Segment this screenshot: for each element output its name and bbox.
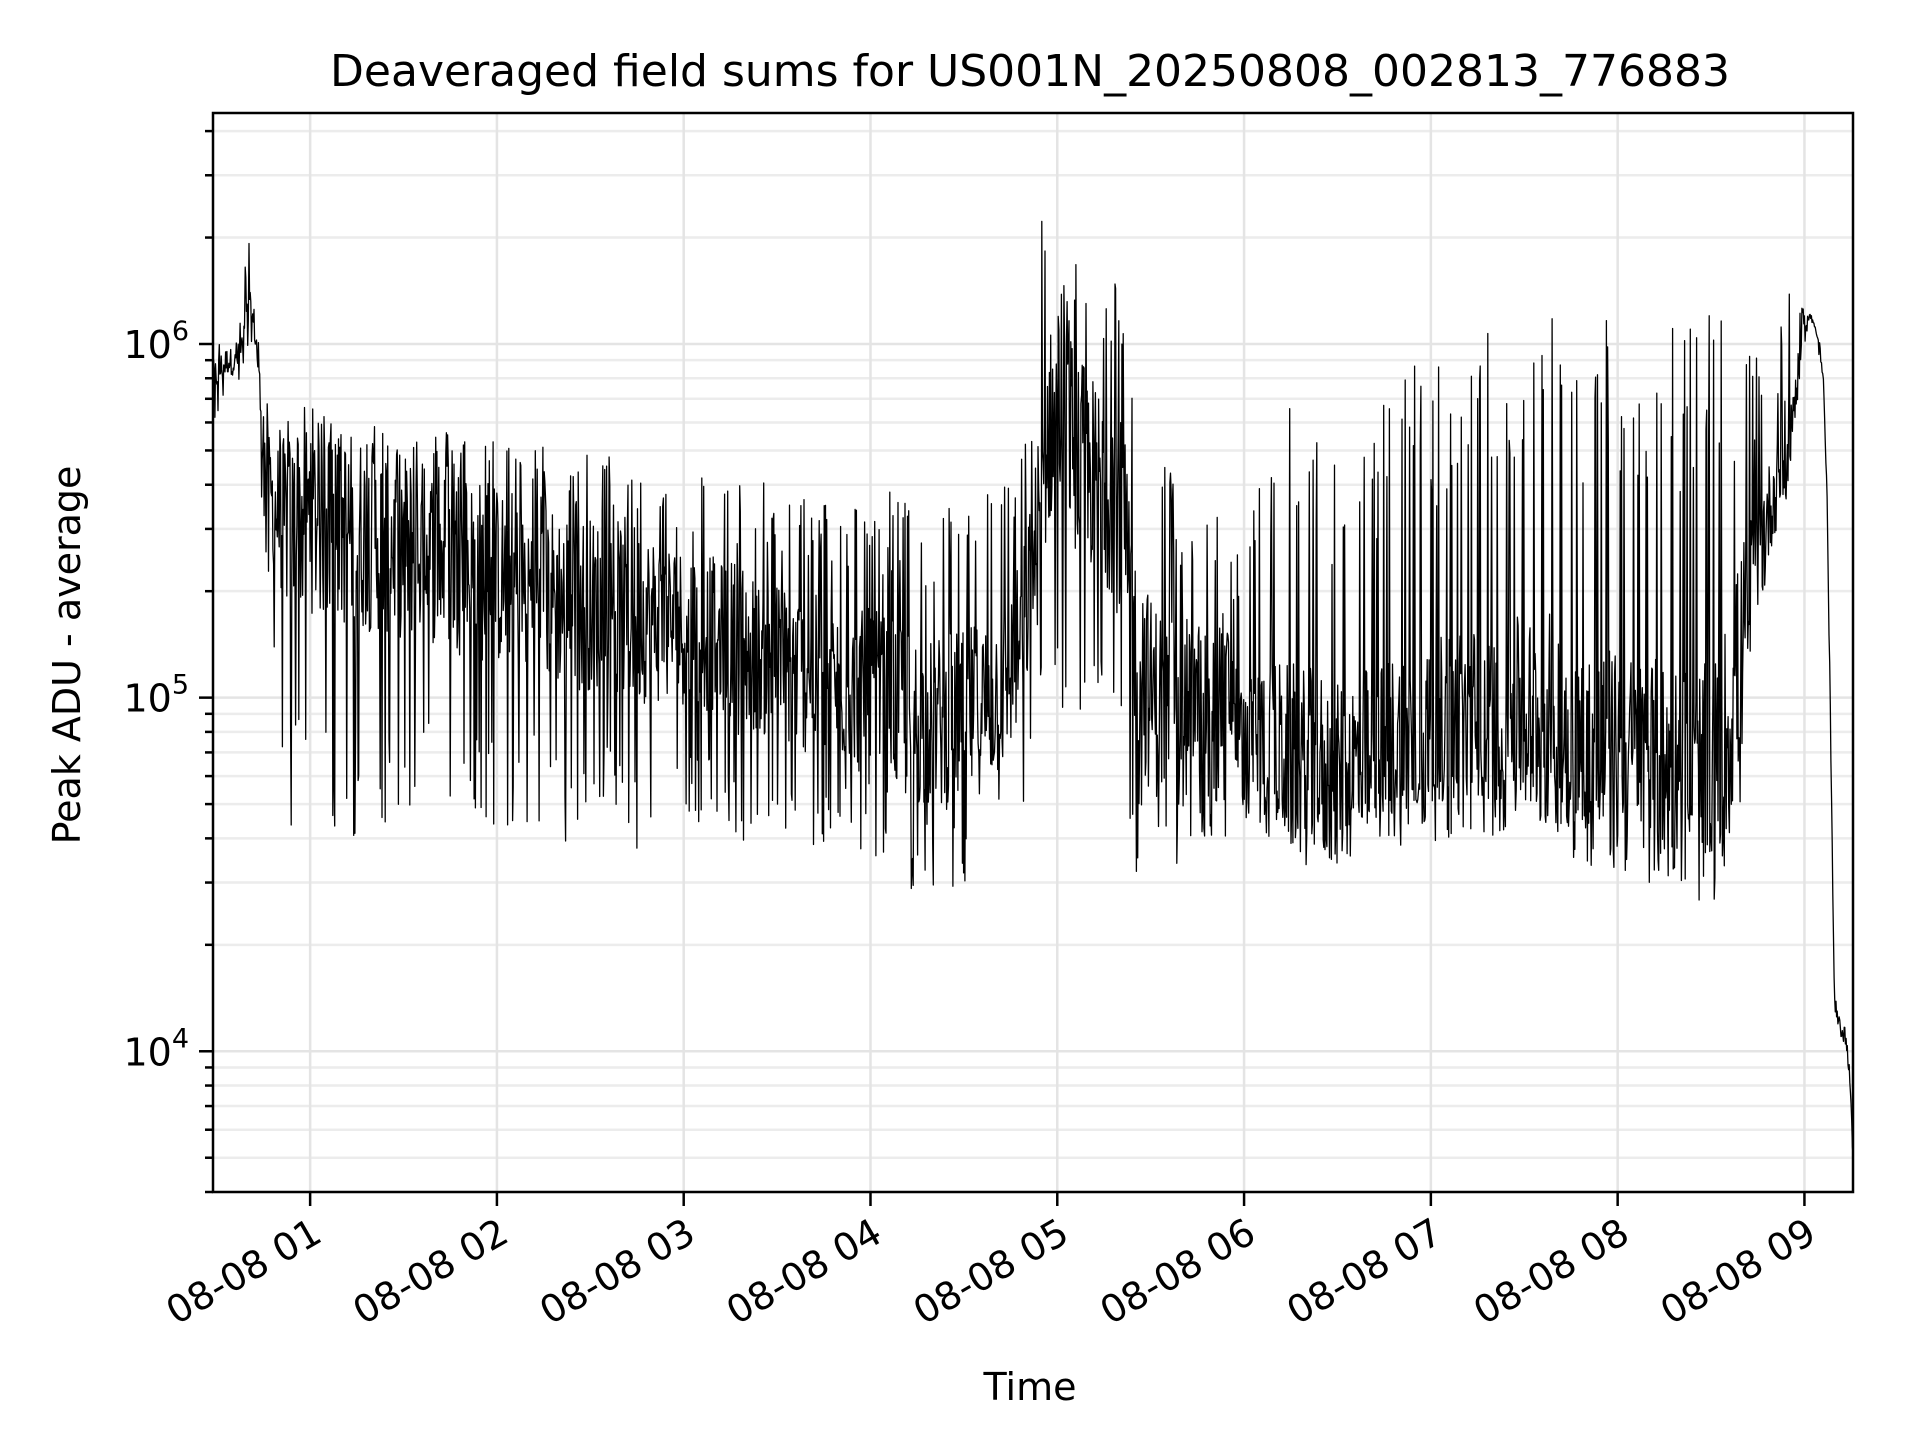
y-axis-label: Peak ADU - average — [45, 466, 89, 845]
x-tick-label: 08-08 03 — [532, 1210, 702, 1334]
y-tick-base: 10 — [123, 323, 171, 367]
y-tick-exponent: 6 — [172, 316, 189, 347]
x-tick-label: 08-08 05 — [906, 1210, 1076, 1334]
y-tick-exponent: 4 — [172, 1023, 189, 1054]
x-tick-label: 08-08 08 — [1466, 1210, 1636, 1334]
y-tick-base: 10 — [123, 677, 171, 721]
y-tick-base: 10 — [123, 1030, 171, 1074]
x-tick-label: 08-08 06 — [1093, 1210, 1263, 1334]
y-tick-label: 105 — [123, 670, 189, 721]
y-tick-label: 104 — [123, 1023, 189, 1074]
series-line-peak-adu — [212, 220, 1854, 1155]
y-tick-exponent: 5 — [172, 670, 189, 701]
series-layer — [212, 220, 1854, 1155]
y-tick-label: 106 — [123, 316, 189, 367]
x-tick-label: 08-08 04 — [719, 1210, 889, 1334]
x-tick-label: 08-08 09 — [1653, 1210, 1823, 1334]
x-tick-label: 08-08 07 — [1279, 1210, 1449, 1334]
plot-frame — [211, 111, 1855, 1194]
x-tick-label: 08-08 02 — [345, 1210, 515, 1334]
x-tick-label: 08-08 01 — [159, 1210, 329, 1334]
x-axis-label: Time — [983, 1365, 1077, 1409]
chart-title: Deaveraged field sums for US001N_2025080… — [330, 46, 1730, 97]
